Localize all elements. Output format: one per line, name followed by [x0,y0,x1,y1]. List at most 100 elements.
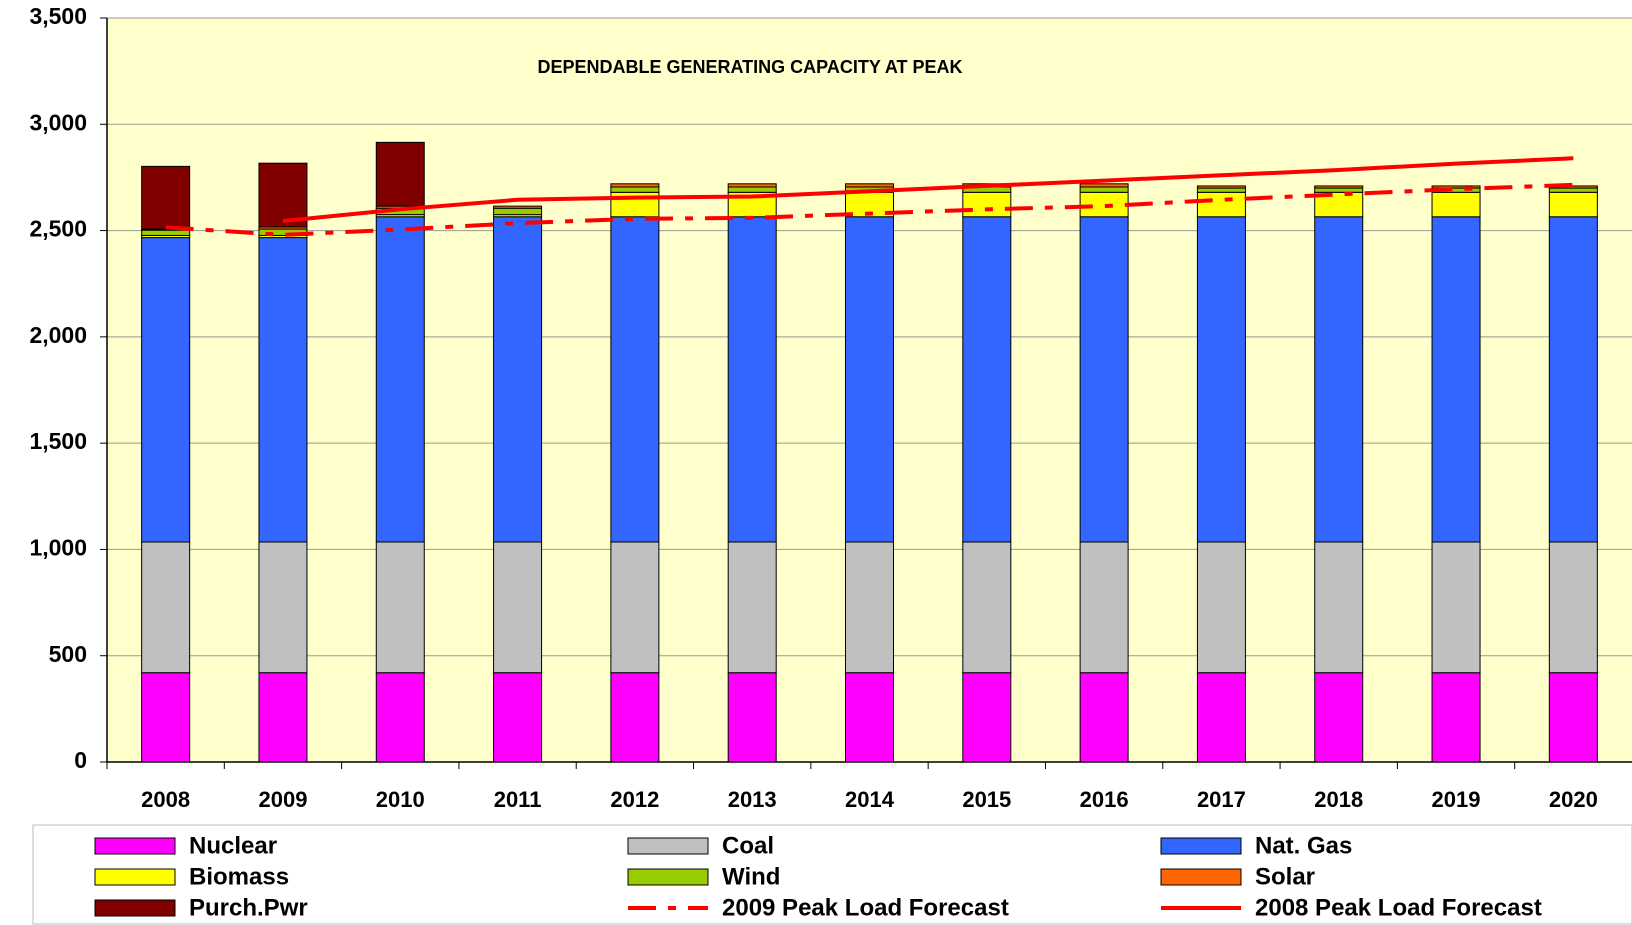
bar-segment [962,672,1012,763]
legend-swatch [1160,868,1242,886]
x-tick-label: 2015 [962,787,1011,812]
bar-segment [1079,191,1129,218]
chart-title: DEPENDABLE GENERATING CAPACITY AT PEAK [537,57,962,77]
bar-segment [610,216,660,543]
bar-segment [1314,185,1364,189]
bar-segment [727,672,777,763]
bar-segment [727,541,777,674]
legend-label: 2009 Peak Load Forecast [722,894,1009,921]
bar-segment [1314,672,1364,763]
bar-segment [1548,216,1598,543]
legend-swatch [627,837,709,855]
bar-segment [1079,186,1129,193]
bar-segment [1079,541,1129,674]
bar-segment [1548,191,1598,218]
bar-segment [375,541,425,674]
legend-swatch [94,899,176,917]
bar-segment [1431,191,1481,218]
y-tick-label: 1,500 [29,428,87,454]
bar-segment [1079,216,1129,543]
y-tick-label: 3,000 [29,109,87,135]
x-tick-label: 2020 [1549,787,1598,812]
legend-label: 2008 Peak Load Forecast [1255,894,1542,921]
bar-segment [141,237,191,543]
legend-label: Biomass [189,863,289,890]
bar-segment [727,186,777,193]
legend-swatch [94,837,176,855]
bar-segment [1196,672,1246,763]
bar-segment [493,672,543,763]
bar-segment [1431,672,1481,763]
bar-segment [845,216,894,543]
bar-segment [1196,191,1246,218]
y-tick-label: 2,000 [29,322,87,348]
bar-segment [610,672,660,763]
legend-swatch [94,868,176,886]
x-tick-label: 2014 [845,787,895,812]
legend-swatch [627,868,709,886]
bar-segment [493,207,543,216]
bar-segment [845,183,894,188]
bar-segment [610,541,660,674]
bar-segment [375,216,425,543]
forecast-line [165,182,1574,237]
bar-segment [1314,541,1364,674]
x-tick-label: 2019 [1432,787,1481,812]
bar-segment [1079,183,1129,188]
legend-label: Nuclear [189,832,277,859]
bar-segment [258,541,308,674]
legend-swatch [1160,837,1242,855]
x-tick-label: 2016 [1080,787,1129,812]
bar-segment [1431,216,1481,543]
legend-box [32,824,1632,925]
bar-segment [727,216,777,543]
bar-segment [258,237,308,543]
bar-segment [727,183,777,188]
y-tick-label: 1,000 [29,535,87,561]
forecast-line [282,156,1574,223]
bar-segment [1196,187,1246,193]
bar-segment [1314,187,1364,193]
x-tick-label: 2010 [376,787,425,812]
bar-segment [962,191,1012,218]
bar-segment [1196,216,1246,543]
bar-segment [610,183,660,188]
x-tick-label: 2013 [728,787,777,812]
bar-segment [141,165,191,230]
x-tick-label: 2009 [258,787,307,812]
legend-label: Purch.Pwr [189,894,308,921]
bar-segment [375,672,425,763]
bar-segment [493,541,543,674]
bar-segment [1314,216,1364,543]
bar-segment [1548,672,1598,763]
y-tick-label: 2,500 [29,216,87,242]
bar-segment [845,672,894,763]
y-tick-label: 3,500 [29,3,87,29]
bar-segment [1431,185,1481,189]
bar-segment [258,162,308,228]
x-tick-label: 2017 [1197,787,1246,812]
legend-label: Nat. Gas [1255,832,1352,859]
bar-segment [1431,541,1481,674]
x-tick-label: 2012 [610,787,659,812]
x-tick-label: 2011 [494,787,542,812]
bar-segment [1196,541,1246,674]
bar-segment [141,541,191,674]
legend-label: Coal [722,832,774,859]
bar-segment [962,216,1012,543]
bar-segment [1196,185,1246,189]
bar-segment [1548,187,1598,193]
bar-segment [962,541,1012,674]
x-tick-label: 2018 [1314,787,1363,812]
bar-segment [610,186,660,193]
bar-segment [258,672,308,763]
bar-segment [141,229,191,236]
x-tick-label: 2008 [141,787,190,812]
bar-segment [375,141,425,207]
bar-segment [493,205,543,209]
bar-segment [845,541,894,674]
bar-segment [493,216,543,543]
bar-segment [1079,672,1129,763]
legend-label: Solar [1255,863,1315,890]
